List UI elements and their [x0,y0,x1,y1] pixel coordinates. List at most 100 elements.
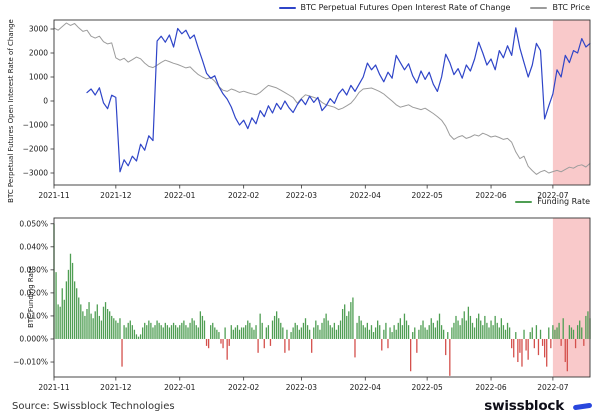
funding-rate-bar [560,338,562,346]
funding-rate-bar [432,322,434,339]
funding-rate-bar [142,327,144,339]
bottom-chart-x-tick-label: 2022-01 [164,383,196,392]
funding-rate-bar [350,302,352,339]
top-chart-y-tick-label: 2000 [29,49,48,58]
funding-rate-bar [284,338,286,353]
bottom-chart-x-tick-label: 2021-11 [38,383,70,392]
funding-rate-bar [294,322,296,339]
funding-rate-bar [109,311,111,339]
top-chart-x-tick-label: 2022-04 [350,191,382,200]
funding-rate-bar [554,329,556,339]
funding-rate-bar [356,322,358,339]
funding-rate-bar [226,338,228,360]
bottom-chart-y-tick-label: 0.050% [19,219,48,228]
swissblock-logo-text: swissblock [484,398,564,414]
funding-rate-bar [156,320,158,339]
funding-rate-bar [548,327,550,339]
funding-rate-bar [449,338,451,376]
top-chart-x-tick-label: 2021-11 [38,191,70,200]
legend-item-funding-rate: Funding Rate [515,197,590,206]
funding-rate-bar [82,311,84,339]
funding-rate-bar [414,327,416,339]
funding-rate-bar [104,302,107,339]
funding-rate-bar [232,329,234,339]
funding-rate-bar [296,325,298,339]
funding-rate-bar [98,315,100,339]
funding-rate-bar [498,327,500,339]
funding-rate-bar [434,327,437,339]
funding-rate-bar [166,325,169,339]
funding-rate-bar [172,322,175,339]
funding-rate-bar [127,322,129,339]
funding-rate-bar [556,327,558,339]
source-attribution: Source: Swissblock Technologies [12,401,175,412]
funding-rate-bar [374,327,377,339]
funding-rate-bar [333,322,336,339]
funding-rate-bar [500,318,502,339]
funding-rate-bar [451,327,453,339]
top-chart-plot-frame [53,19,591,186]
funding-rate-bar [517,338,519,363]
funding-rate-bar [527,338,529,360]
funding-rate-bar [259,313,261,339]
swissblock-logo-dash-icon [572,402,593,410]
funding-rate-bar [364,327,366,339]
funding-rate-bar [504,329,507,339]
funding-rate-bar [502,325,505,339]
funding-rate-bar [321,322,323,339]
funding-rate-bar [154,325,156,339]
funding-rate-bar [100,320,103,339]
top-chart-y-tick-label: 3000 [29,25,48,34]
top-chart-highlight-region [552,20,590,185]
funding-rate-bar [146,325,148,339]
funding-rate-bar [467,306,470,339]
funding-rate-bar [331,327,333,339]
funding-rate-bar [139,334,142,339]
funding-rate-bar [286,329,288,339]
funding-rate-bar [473,327,476,339]
top-chart-y-tick-label: −3000 [23,169,49,178]
funding-rate-bar [201,315,204,339]
funding-rate-bar [199,311,202,339]
funding-rate-bar [106,309,109,339]
funding-rate-bar [119,318,121,339]
funding-rate-bar [73,281,76,339]
funding-rate-bar [247,320,249,339]
funding-rate-bar [585,315,587,339]
funding-rate-bar [220,338,222,344]
funding-rate-bar [412,332,414,339]
funding-rate-bar [273,315,276,339]
funding-rate-bar [581,327,583,339]
funding-rate-bar [96,304,98,339]
funding-rate-bar [564,338,566,363]
funding-rate-bar [210,325,212,339]
bottom-chart-x-tick-label: 2022-04 [350,383,382,392]
funding-rate-bar [521,338,523,367]
funding-rate-bar [346,315,348,339]
bottom-chart-plot-frame [53,217,591,378]
funding-rate-bar [185,325,187,339]
funding-rate-bar [566,338,568,372]
btc-price-line-swatch-icon [530,6,548,9]
legend-item-btc-price: BTC Price [530,3,590,12]
funding-rate-bar [397,322,399,339]
funding-rate-bar [327,320,329,339]
funding-rate-bar [123,325,125,339]
funding-rate-bar [385,322,387,339]
funding-rate-bar [228,338,230,346]
top-chart-x-tick-label: 2021-12 [100,191,132,200]
funding-rate-bar [121,338,123,367]
funding-rate-bar [453,322,455,339]
funding-rate-bar [255,325,257,339]
bottom-chart-x-tick-label: 2022-07 [537,383,569,392]
funding-rate-bar [387,338,389,349]
funding-rate-bar [212,322,214,339]
funding-rate-bar [546,338,548,367]
funding-rate-bar [568,325,571,339]
top-chart-x-tick-label: 2022-03 [286,191,318,200]
funding-rate-bar [92,318,94,339]
funding-rate-bar [144,322,146,339]
funding-rate-bar [271,320,274,339]
top-chart-y-tick-label: 0 [43,97,48,106]
funding-rate-bar [168,327,171,339]
